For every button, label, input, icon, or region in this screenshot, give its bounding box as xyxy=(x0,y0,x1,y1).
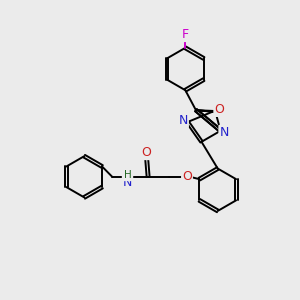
Text: F: F xyxy=(182,28,189,41)
Text: O: O xyxy=(182,170,192,183)
Text: O: O xyxy=(214,103,224,116)
Text: N: N xyxy=(123,176,132,189)
Text: N: N xyxy=(219,126,229,139)
Text: H: H xyxy=(124,170,131,180)
Text: N: N xyxy=(178,114,188,127)
Text: O: O xyxy=(142,146,152,159)
